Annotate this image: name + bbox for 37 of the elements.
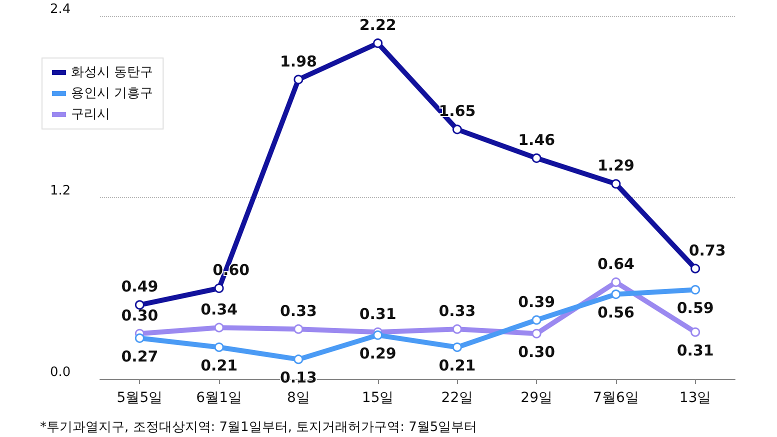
data-label: 1.98 [280, 52, 317, 70]
data-label: 0.59 [676, 299, 714, 318]
data-label: 0.33 [280, 302, 317, 320]
legend-label: 구리시 [71, 107, 110, 122]
data-label: 0.39 [518, 292, 556, 311]
x-tick-label: 7월6일 [593, 390, 639, 406]
data-label: 0.21 [438, 356, 476, 374]
data-label: 0.73 [688, 241, 726, 260]
data-label: 0.31 [359, 304, 396, 323]
text: *투기과열지구, 조정대상지역: 7월1일부터, 토지거래허가구역: 7월5일부터 [40, 420, 478, 435]
y-tick-label: 1.2 [50, 184, 71, 198]
x-tick-label: 6월1일 [196, 390, 242, 406]
data-label: 0.34 [200, 300, 238, 318]
data-label: 1.46 [518, 130, 556, 149]
data-label: 0.33 [438, 302, 476, 320]
data-label: 0.49 [121, 278, 158, 296]
data-label: 0.30 [121, 306, 158, 324]
data-label: 0.21 [200, 356, 238, 374]
x-tick-label: 15일 [362, 390, 394, 406]
data-label: 0.31 [676, 341, 714, 360]
data-label: 1.29 [597, 156, 634, 175]
data-label: 0.56 [597, 304, 634, 322]
data-label: 0.13 [280, 368, 317, 387]
x-tick-label: 13일 [679, 390, 712, 406]
data-label: 0.64 [597, 254, 634, 273]
data-label: 2.22 [359, 16, 396, 34]
x-tick-label: 8일 [286, 390, 310, 406]
y-tick-label: 2.4 [50, 2, 71, 17]
data-label: 0.27 [121, 347, 158, 366]
y-tick-label: 0.0 [50, 365, 71, 380]
data-label: 0.29 [359, 344, 396, 362]
x-tick-label: 29일 [520, 390, 552, 406]
x-tick-label: 22일 [441, 390, 474, 406]
x-tick-label: 5월5일 [116, 390, 163, 406]
legend-label: 용인시 기흥구 [71, 86, 154, 101]
data-label: 0.30 [518, 342, 556, 361]
legend-label: 화성시 동탄구 [71, 65, 154, 80]
